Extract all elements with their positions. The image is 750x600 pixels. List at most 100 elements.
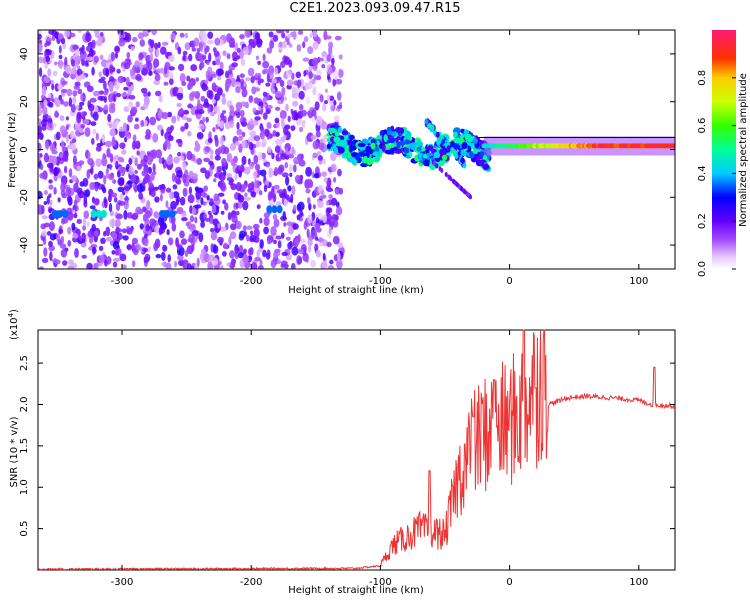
spectrogram-noise-cell <box>69 32 76 38</box>
colorbar-ticks: 0.0 0.2 0.4 0.6 0.8 <box>697 70 736 277</box>
spectrogram-noise-cell <box>87 152 91 158</box>
spectrogram-noise-cell <box>231 214 238 223</box>
spectrogram-noise-cell <box>54 61 58 66</box>
spectrogram-noise-cell <box>81 254 87 259</box>
spectrogram-noise-cell <box>258 264 264 269</box>
spectrogram-noise-cell <box>207 210 212 215</box>
spectrogram-noise-cell <box>311 109 317 117</box>
spectrogram-noise-cell <box>51 258 59 263</box>
spectrogram-noise-cell <box>199 42 203 51</box>
spectrogram-noise-cell <box>138 52 144 61</box>
spectrogram-noise-cell <box>72 44 79 50</box>
spectrogram-branch-cell <box>435 131 440 138</box>
spectrogram-noise-cell <box>269 72 274 79</box>
spectrogram-noise-cell <box>128 94 136 100</box>
spectrogram-band-cell <box>370 142 376 150</box>
spectrogram-noise-cell <box>130 46 135 51</box>
spectrogram-noise-cell <box>210 73 217 78</box>
spectrogram-noise-cell <box>244 196 252 201</box>
snr-y-tick-label: 2.5 <box>19 355 30 371</box>
spectrogram-noise-cell <box>45 48 51 56</box>
spectrogram-noise-cell <box>297 233 301 243</box>
spectrogram-noise-cell <box>54 96 58 105</box>
spectrogram-noise-cell <box>112 179 117 184</box>
spectrogram-noise-cell <box>140 120 145 127</box>
spectrogram-noise-cell <box>89 97 97 103</box>
spectrogram-noise-cell <box>116 218 121 227</box>
spectrogram-noise-cell <box>263 184 268 193</box>
spectrogram-noise-cell <box>88 103 95 112</box>
colorbar-tick-label: 0.2 <box>697 213 708 229</box>
spectrogram-noise-cell <box>281 32 286 39</box>
spectrogram-noise-cell <box>110 51 116 62</box>
spectrogram-band-cell <box>373 151 379 156</box>
spectrogram-noise-cell <box>94 32 101 38</box>
spectrogram-noise-cell <box>113 197 118 203</box>
spectrogram-noise-cell <box>179 73 186 83</box>
spectrogram-noise-cell <box>113 257 120 263</box>
spectrogram-noise-cell <box>128 166 134 176</box>
spectrogram-noise-cell <box>38 152 41 162</box>
spectrogram-noise-cell <box>43 222 50 228</box>
spectrogram-noise-cell <box>160 223 167 230</box>
spectrogram-noise-cell <box>218 172 226 182</box>
spectrogram-noise-cell <box>149 52 154 62</box>
spectrogram-noise-cell <box>206 39 214 45</box>
spectrogram-noise-cell <box>84 127 91 137</box>
spectrogram-noise-cell <box>332 70 339 81</box>
spectrogram-branch-cell <box>446 145 451 152</box>
spectrogram-noise-cell <box>315 249 321 258</box>
spectrogram-noise-cell <box>291 86 297 94</box>
spectrogram-noise-cell <box>109 128 117 137</box>
spectrogram-noise-cell <box>337 251 341 262</box>
spectrogram-noise-cell <box>246 234 250 242</box>
spectrogram-noise-cell <box>262 158 267 163</box>
spectrogram-noise-cell <box>171 115 177 124</box>
spectrogram-noise-cell <box>221 96 227 105</box>
spectrogram-noise-cell <box>131 237 138 245</box>
spectrogram-noise-cell <box>234 173 238 181</box>
spectrogram-band-cell <box>433 151 441 159</box>
spectrogram-noise-cell <box>44 140 50 150</box>
spectrogram-noise-cell <box>224 202 229 211</box>
spectrogram-noise-cell <box>171 172 176 183</box>
spectrogram-noise-cell <box>63 165 68 174</box>
spectrogram-noise-cell <box>98 71 102 78</box>
spectrogram-noise-cell <box>234 249 239 260</box>
spectrogram-noise-cell <box>257 78 261 86</box>
spectrogram-noise-cell <box>254 179 258 189</box>
spectrogram-noise-cell <box>109 64 114 74</box>
spectrogram-x-tick-label: 0 <box>506 276 512 287</box>
spectrogram-noise-cell <box>315 75 322 81</box>
spectrogram-noise-cell <box>128 101 134 109</box>
spectrogram-noise-cell <box>97 170 104 179</box>
spectrogram-noise-cell <box>297 248 305 255</box>
spectrogram-noise-cell <box>161 262 165 267</box>
spectrogram-noise-cell <box>289 240 293 247</box>
spectrogram-noise-cell <box>93 262 99 269</box>
spectrogram-noise-cell <box>338 54 343 60</box>
spectrogram-noise-cell <box>146 151 151 156</box>
spectrogram-noise-cell <box>98 90 105 95</box>
spectrogram-noise-cell <box>290 125 296 131</box>
spectrogram-noise-cell <box>242 117 247 124</box>
spectrogram-hot-spot <box>266 205 273 214</box>
colorbar-gradient <box>712 30 736 269</box>
spectrogram-noise-cell <box>84 189 91 198</box>
spectrogram-noise-cell <box>238 244 244 254</box>
spectrogram-noise-cell <box>265 107 271 115</box>
spectrogram-branch-cell <box>438 135 443 142</box>
spectrogram-noise-cell <box>195 190 202 200</box>
spectrogram-noise-cell <box>132 134 137 143</box>
spectrogram-noise-cell <box>321 260 328 269</box>
spectrogram-noise-cell <box>196 257 200 267</box>
spectrogram-noise-cell <box>72 90 78 97</box>
snr-x-tick-label: -300 <box>111 577 134 588</box>
spectrogram-noise-cell <box>241 155 247 166</box>
spectrogram-noise-cell <box>211 98 216 104</box>
spectrogram-noise-cell <box>188 233 195 244</box>
spectrogram-noise-cell <box>89 205 96 210</box>
spectrogram-noise-cell <box>272 193 277 203</box>
spectrogram-noise-cell <box>55 233 61 242</box>
spectrogram-noise-cell <box>49 199 53 206</box>
